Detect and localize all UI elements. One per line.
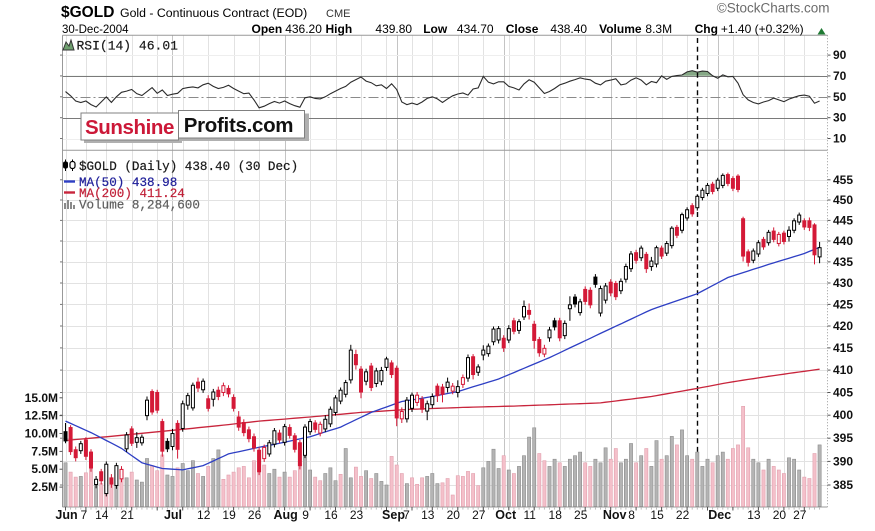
svg-text:Sunshine: Sunshine [85, 116, 174, 139]
svg-text:50: 50 [833, 90, 847, 104]
svg-text:Jun: Jun [55, 508, 77, 522]
svg-text:Aug: Aug [273, 508, 297, 522]
svg-text:440: 440 [833, 234, 853, 248]
svg-text:400: 400 [833, 408, 853, 422]
svg-text:30: 30 [833, 111, 847, 125]
svg-text:8.3M: 8.3M [645, 22, 672, 36]
svg-text:8: 8 [628, 508, 635, 522]
svg-text:7.5M: 7.5M [31, 444, 58, 458]
svg-text:High: High [326, 22, 353, 36]
svg-text:14: 14 [95, 508, 109, 522]
svg-text:Dec: Dec [708, 508, 731, 522]
svg-text:11: 11 [523, 508, 536, 522]
svg-text:Volume 8,284,600: Volume 8,284,600 [79, 199, 200, 213]
svg-text:7: 7 [403, 508, 410, 522]
svg-text:70: 70 [833, 69, 847, 83]
svg-text:410: 410 [833, 363, 853, 377]
svg-text:9: 9 [302, 508, 309, 522]
svg-text:20: 20 [773, 508, 787, 522]
svg-text:Open: Open [252, 22, 283, 36]
svg-text:$GOLD (Daily) 438.40 (30 Dec): $GOLD (Daily) 438.40 (30 Dec) [79, 160, 298, 174]
svg-text:Close: Close [506, 22, 539, 36]
svg-text:436.20: 436.20 [285, 22, 322, 36]
svg-text:27: 27 [793, 508, 807, 522]
svg-text:438.40: 438.40 [550, 22, 587, 36]
svg-text:450: 450 [833, 193, 853, 207]
svg-text:21: 21 [121, 508, 135, 522]
svg-text:15.0M: 15.0M [25, 391, 58, 405]
svg-text:19: 19 [222, 508, 236, 522]
svg-text:420: 420 [833, 319, 853, 333]
svg-text:10.0M: 10.0M [25, 427, 58, 441]
svg-text:20: 20 [447, 508, 461, 522]
svg-text:405: 405 [833, 386, 853, 400]
svg-text:2.5M: 2.5M [31, 480, 58, 494]
svg-text:$GOLD: $GOLD [61, 4, 114, 21]
svg-text:Oct: Oct [495, 508, 517, 522]
svg-text:27: 27 [472, 508, 486, 522]
svg-text:RSI(14) 46.01: RSI(14) 46.01 [77, 39, 179, 54]
svg-text:+1.40 (+0.32%): +1.40 (+0.32%) [721, 22, 804, 36]
svg-text:13: 13 [747, 508, 761, 522]
svg-text:Chg: Chg [695, 22, 718, 36]
svg-text:455: 455 [833, 173, 853, 187]
svg-text:26: 26 [248, 508, 262, 522]
svg-text:CME: CME [326, 8, 350, 20]
svg-text:435: 435 [833, 255, 853, 269]
svg-text:90: 90 [833, 48, 847, 62]
svg-text:15: 15 [650, 508, 664, 522]
svg-text:23: 23 [350, 508, 364, 522]
svg-text:18: 18 [549, 508, 563, 522]
svg-text:Profits.com: Profits.com [184, 114, 293, 137]
svg-text:16: 16 [324, 508, 338, 522]
svg-text:MA(50) 438.98: MA(50) 438.98 [79, 176, 177, 190]
svg-text:425: 425 [833, 297, 853, 311]
svg-text:©StockCharts.com: ©StockCharts.com [717, 1, 830, 16]
svg-text:Jul: Jul [164, 508, 182, 522]
svg-text:7: 7 [81, 508, 88, 522]
svg-text:Low: Low [423, 22, 448, 36]
svg-text:10: 10 [833, 132, 847, 146]
svg-text:445: 445 [833, 213, 853, 227]
svg-text:13: 13 [421, 508, 435, 522]
svg-text:22: 22 [676, 508, 690, 522]
svg-text:25: 25 [574, 508, 588, 522]
svg-text:12.5M: 12.5M [25, 409, 58, 423]
svg-text:MA(200) 411.24: MA(200) 411.24 [79, 187, 185, 201]
svg-text:395: 395 [833, 431, 853, 445]
svg-text:5.0M: 5.0M [31, 462, 58, 476]
svg-text:Volume: Volume [599, 22, 642, 36]
svg-text:415: 415 [833, 341, 853, 355]
svg-text:390: 390 [833, 454, 853, 468]
svg-text:Nov: Nov [603, 508, 627, 522]
svg-text:434.70: 434.70 [457, 22, 494, 36]
svg-text:430: 430 [833, 276, 853, 290]
svg-text:Gold - Continuous Contract (EO: Gold - Continuous Contract (EOD) [120, 6, 307, 20]
svg-text:Sep: Sep [382, 508, 405, 522]
svg-text:439.80: 439.80 [375, 22, 412, 36]
svg-text:12: 12 [197, 508, 211, 522]
svg-text:385: 385 [833, 478, 853, 492]
svg-text:30-Dec-2004: 30-Dec-2004 [62, 24, 129, 36]
